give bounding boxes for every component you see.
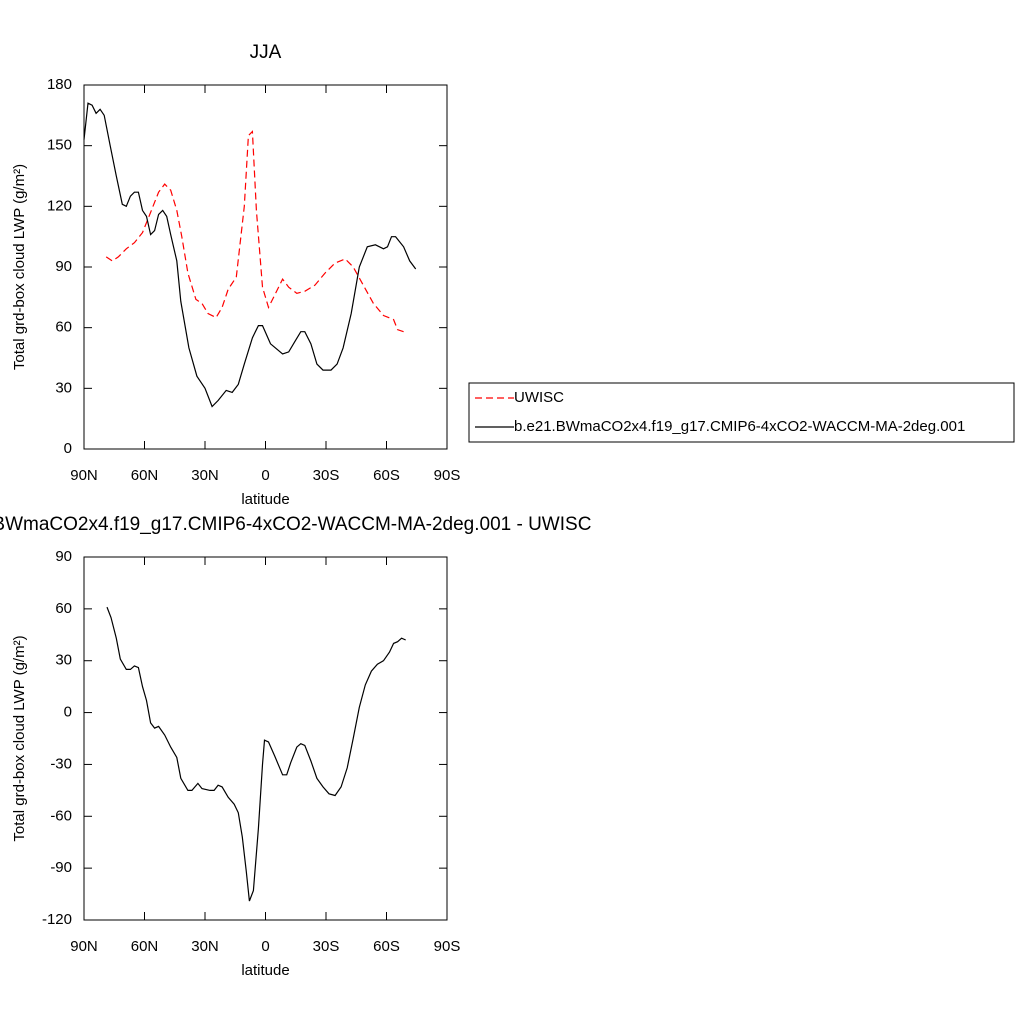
y-tick-label: 30 <box>55 652 72 669</box>
chart-title: JJA <box>250 42 282 63</box>
legend-label: b.e21.BWmaCO2x4.f19_g17.CMIP6-4xCO2-WACC… <box>514 418 965 435</box>
x-tick-label: 60S <box>373 467 400 484</box>
series-line <box>106 606 406 902</box>
y-tick-label: 0 <box>64 440 72 457</box>
x-tick-label: 60N <box>131 467 159 484</box>
series-line <box>83 102 417 408</box>
y-tick-label: 120 <box>47 197 72 214</box>
y-axis-label: Total grd-box cloud LWP (g/m²) <box>11 635 28 841</box>
x-tick-label: 0 <box>261 467 269 484</box>
x-tick-label: 0 <box>261 938 269 955</box>
x-tick-label: 90S <box>434 938 461 955</box>
y-tick-label: 0 <box>64 704 72 721</box>
x-axis-label: latitude <box>241 962 289 979</box>
y-axis-label: Total grd-box cloud LWP (g/m²) <box>11 164 28 370</box>
plot-frame <box>83 84 448 450</box>
x-tick-label: 90N <box>70 938 98 955</box>
x-tick-label: 30N <box>191 938 219 955</box>
x-tick-label: 30N <box>191 467 219 484</box>
y-tick-label: 60 <box>55 600 72 617</box>
x-tick-label: 90S <box>434 467 461 484</box>
plot-frame <box>83 556 448 921</box>
y-tick-label: -60 <box>50 807 72 824</box>
y-tick-label: 180 <box>47 76 72 93</box>
legend-label: UWISC <box>514 389 564 406</box>
x-tick-label: 90N <box>70 467 98 484</box>
y-tick-label: 90 <box>55 548 72 565</box>
x-axis-label: latitude <box>241 491 289 508</box>
legend-box <box>468 382 1015 443</box>
y-tick-label: -30 <box>50 755 72 772</box>
y-tick-label: 150 <box>47 137 72 154</box>
x-tick-label: 60S <box>373 938 400 955</box>
y-tick-label: 30 <box>55 379 72 396</box>
x-tick-label: 30S <box>313 467 340 484</box>
y-tick-label: -120 <box>42 911 72 928</box>
y-tick-label: -90 <box>50 859 72 876</box>
chart-title: b.e21.BWmaCO2x4.f19_g17.CMIP6-4xCO2-WACC… <box>0 514 591 535</box>
x-tick-label: 30S <box>313 938 340 955</box>
x-tick-label: 60N <box>131 938 159 955</box>
y-tick-label: 90 <box>55 258 72 275</box>
series-line <box>105 130 404 333</box>
y-tick-label: 60 <box>55 319 72 336</box>
